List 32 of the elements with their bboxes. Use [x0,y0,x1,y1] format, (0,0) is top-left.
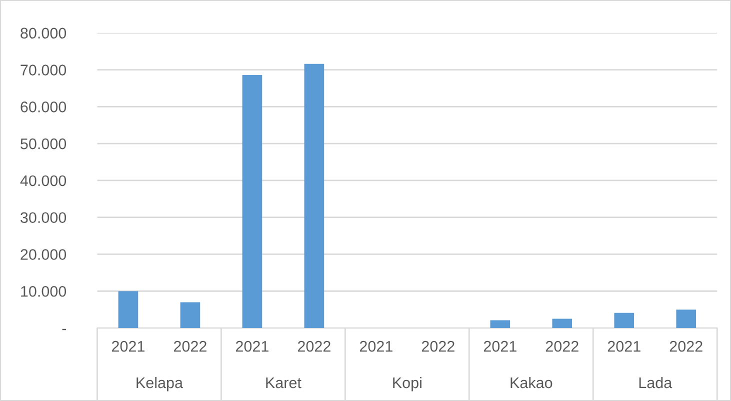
y-tick-label: 60.000 [20,102,66,112]
x-tick-label: 2021 [112,340,144,352]
y-tick-label: 30.000 [20,212,66,224]
text: Kopi [393,376,422,392]
y-tick-label: 50.000 [20,138,66,150]
text: Karet [266,378,302,388]
x-tick-label: 2021 [360,340,392,352]
x-tick-label: 2021 [608,340,640,352]
x-tick-label: 2022 [298,340,330,352]
x-tick-label: 2022 [546,340,578,352]
x-tick-label: 2022 [670,340,702,352]
bar [490,320,510,328]
bar [180,302,200,328]
y-tick-label: - [62,328,66,330]
bar [304,64,324,328]
y-tick-label: 40.000 [20,175,66,186]
y-tick-label: 70.000 [20,64,66,76]
bar [118,291,138,328]
x-tick-label: 2022 [174,340,206,352]
x-tick-label: 2021 [484,340,516,352]
bar [552,318,572,328]
bar [242,74,262,328]
x-tick-label: 2022 [422,340,454,352]
bar [614,312,634,328]
y-tick-label: 10.000 [21,286,66,297]
text: Kelapa [136,376,183,392]
text: Lada [639,376,672,388]
bar [676,310,696,328]
text: Kakao [510,376,552,388]
y-tick-label: 20.000 [20,249,66,260]
y-tick-label: 80.000 [20,28,66,39]
x-tick-label: 2021 [236,340,268,352]
